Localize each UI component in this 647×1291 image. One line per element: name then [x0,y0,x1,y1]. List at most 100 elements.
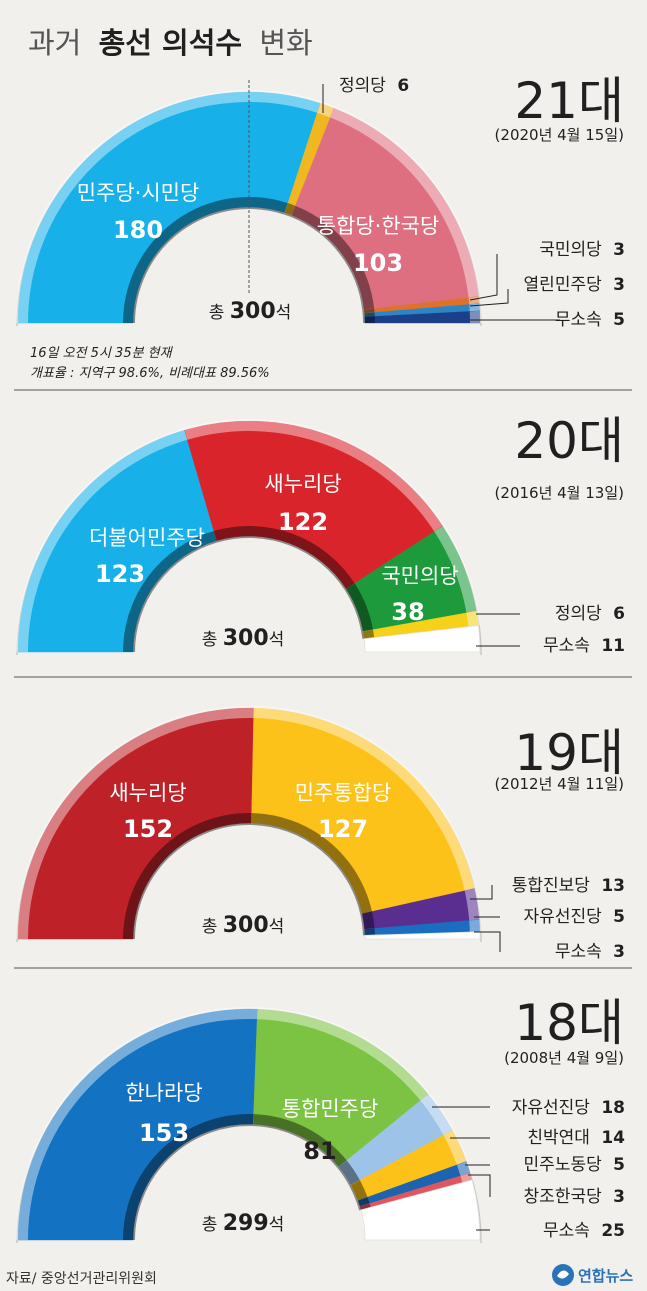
page-title-suffix: 변화 [259,26,312,60]
callout-정의당: 정의당 6 [555,604,625,624]
yonhap-logo: 연합뉴스 [552,1264,633,1286]
election-label: 21대 [514,72,624,130]
slice-value-새누리당: 122 [278,508,328,536]
total-seats: 총 300석 [202,913,285,938]
election-date: (2020년 4월 15일) [495,126,624,144]
slice-inner-shade-민주당-시민당 [123,197,288,324]
slice-inner-shade-새누리당 [123,813,252,940]
slice-edge-민주당-시민당 [16,90,321,324]
chart-2: 더불어민주당 123 새누리당 122 국민의당 38 정의당 6 무소속 11 20대 (201… [16,412,625,656]
total-value: 299 [223,1211,269,1236]
callout-value: 5 [613,310,625,330]
slice-edge-새누리당 [16,706,254,940]
slice-value-통합민주당: 81 [303,1137,336,1165]
callout-열린민주당: 열린민주당 3 [524,275,625,295]
leader-line-창조한국당 [468,1174,491,1197]
callout-value: 3 [613,942,625,962]
total-prefix: 총 [202,917,223,937]
slice-edge-새누리당 [183,419,445,532]
callout-창조한국당: 창조한국당 3 [524,1187,625,1207]
callout-정의당: 정의당 6 [339,76,409,96]
slice-edge-통합진보당 [464,888,482,921]
callout-name: 무소속 [543,636,595,656]
callout-value: 13 [601,876,625,896]
slice-edge-자유선진당 [469,919,482,933]
total-value: 300 [230,299,276,324]
total-seats: 총 299석 [202,1211,285,1236]
callout-value: 11 [601,636,625,656]
total-prefix: 총 [202,630,223,650]
total-seats: 총 300석 [202,626,285,651]
slice-value-한나라당: 153 [139,1119,189,1147]
callout-value: 5 [613,1155,625,1175]
slice-edge-더불어민주당 [16,428,188,653]
slice-value-통합당-한국당: 103 [353,249,403,277]
slice-edge-창조한국당 [460,1172,475,1183]
callout-name: 정의당 [555,604,607,624]
total-unit: 석 [269,630,285,650]
election-label: 20대 [514,412,624,470]
slice-inner-shade-통합당-한국당 [290,205,375,310]
callout-value: 6 [397,76,409,96]
slice-inner-shade-민주통합당 [251,813,372,915]
slice-inner-shade-민주노동당 [356,1197,370,1207]
callout-자유선진당: 자유선진당 5 [524,907,625,927]
slice-value-국민의당: 38 [391,598,424,626]
total-unit: 석 [269,917,285,937]
slice-무소속 [364,931,481,940]
slice-name-더불어민주당: 더불어민주당 [89,526,205,550]
slice-name-새누리당: 새누리당 [264,472,341,496]
slice-inner-shade-통합진보당 [360,911,375,930]
slice-민주당-시민당 [17,91,321,324]
total-prefix: 총 [202,1215,223,1235]
slice-edge-정의당 [317,101,335,118]
total-seats: 총 300석 [209,299,292,324]
logo-swirl-icon [557,1270,569,1279]
election-date: (2012년 4월 11일) [495,775,624,793]
callout-name: 무소속 [543,1221,595,1241]
slice-value-새누리당: 152 [123,815,173,843]
slice-통합민주당 [253,1008,429,1168]
chart-3: 새누리당 152 민주통합당 127 통합진보당 13 자유선진당 5 무소속 3 19대(2… [16,706,625,962]
slice-한나라당 [17,1008,258,1241]
slice-edge-한나라당 [16,1007,258,1241]
callout-value: 5 [613,907,625,927]
election-date: (2008년 4월 9일) [504,1049,624,1067]
slice-inner-shade-정의당 [361,629,375,639]
slice-inner-shade-친박연대 [349,1180,368,1202]
slice-edge-통합당-한국당 [330,106,481,298]
counting-note: 개표율 : 지역구 98.6%, 비례대표 89.56% [30,366,270,381]
page-title-bold: 총선 의석수 [99,26,243,60]
callout-name: 정의당 [339,76,391,96]
slice-inner-shade-정의당 [284,203,296,218]
leader-line-국민의당 [469,254,498,301]
slice-name-민주통합당: 민주통합당 [295,781,392,805]
callout-value: 6 [613,604,625,624]
callout-value: 3 [613,1187,625,1207]
callout-무소속: 무소속 5 [555,310,625,330]
slice-inner-shade-한나라당 [123,1114,254,1241]
leader-line-열린민주당 [469,289,509,307]
slice-무소속 [364,310,481,324]
slice-name-새누리당: 새누리당 [109,781,186,805]
slice-name-한나라당: 한나라당 [125,1081,202,1105]
callout-value: 3 [613,240,625,260]
counting-note: 16일 오전 5시 35분 현재 [30,346,174,361]
slice-edge-통합민주당 [257,1007,430,1101]
election-label: 19대 [514,724,624,782]
callout-value: 18 [601,1098,625,1118]
callout-무소속: 무소속 11 [543,636,625,656]
slice-edge-민주통합당 [253,706,477,891]
slice-inner-shade-더불어민주당 [123,530,218,653]
callout-value: 14 [601,1128,625,1148]
callout-value: 3 [613,275,625,295]
callout-name: 무소속 [555,310,607,330]
callout-name: 열린민주당 [524,275,608,295]
slice-name-통합당-한국당: 통합당·한국당 [317,214,440,238]
page-title: 과거 총선 의석수 변화 [28,26,313,60]
callout-통합진보당: 통합진보당 13 [512,876,625,896]
slice-무소속 [360,1179,481,1241]
